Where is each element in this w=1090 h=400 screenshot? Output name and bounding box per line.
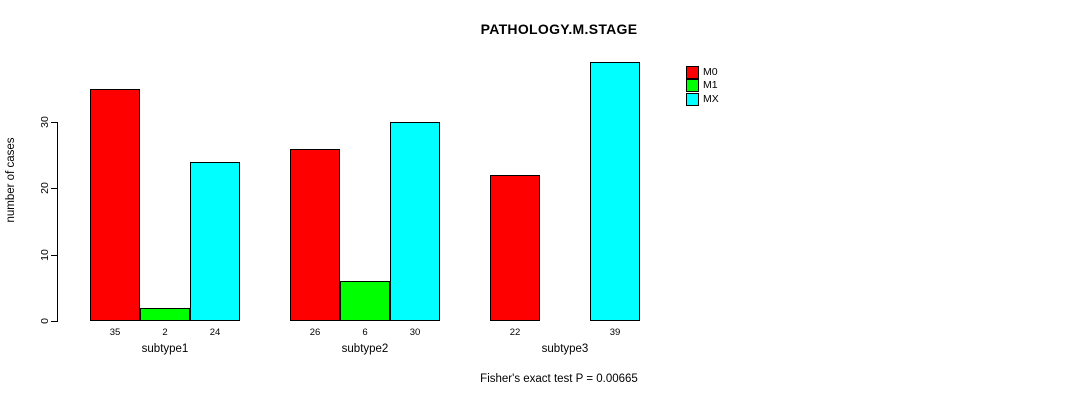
legend-label-m1: M1 xyxy=(703,79,718,91)
legend-swatch-m1 xyxy=(686,79,699,92)
bar-mx-subtype1 xyxy=(190,162,240,321)
bar-value-label: 2 xyxy=(162,327,168,338)
bar-m1-subtype2 xyxy=(340,281,390,321)
group-label-subtype1: subtype1 xyxy=(141,343,189,355)
y-tick-mark xyxy=(51,122,57,123)
bar-mx-subtype2 xyxy=(390,122,440,321)
bar-value-label: 24 xyxy=(209,327,221,338)
y-tick-mark xyxy=(51,321,57,322)
y-tick-mark xyxy=(51,188,57,189)
bar-mx-subtype3 xyxy=(590,62,640,321)
bar-value-label: 26 xyxy=(309,327,321,338)
bar-m0-subtype3 xyxy=(490,175,540,321)
bar-m0-subtype2 xyxy=(290,149,340,321)
bar-value-label: 30 xyxy=(409,327,421,338)
group-label-subtype2: subtype2 xyxy=(341,343,389,355)
legend-label-m0: M0 xyxy=(703,66,718,78)
legend-label-mx: MX xyxy=(703,93,719,105)
chart-title: PATHOLOGY.M.STAGE xyxy=(480,21,638,37)
y-axis-label: number of cases xyxy=(5,137,17,223)
legend-swatch-mx xyxy=(686,93,699,106)
y-tick-mark xyxy=(51,255,57,256)
bar-value-label: 35 xyxy=(109,327,121,338)
y-axis-line xyxy=(57,122,58,322)
annotation-text: Fisher's exact test P = 0.00665 xyxy=(480,373,638,385)
y-tick-label: 10 xyxy=(39,249,51,261)
legend-swatch-m0 xyxy=(686,66,699,79)
bar-value-label: 6 xyxy=(362,327,368,338)
y-tick-label: 20 xyxy=(39,182,51,194)
group-label-subtype3: subtype3 xyxy=(541,343,589,355)
bar-value-label: 39 xyxy=(609,327,621,338)
y-tick-label: 30 xyxy=(39,116,51,128)
bar-value-label: 22 xyxy=(509,327,521,338)
y-tick-label: 0 xyxy=(39,318,51,324)
bar-m0-subtype1 xyxy=(90,89,140,321)
bar-m1-subtype1 xyxy=(140,308,190,321)
